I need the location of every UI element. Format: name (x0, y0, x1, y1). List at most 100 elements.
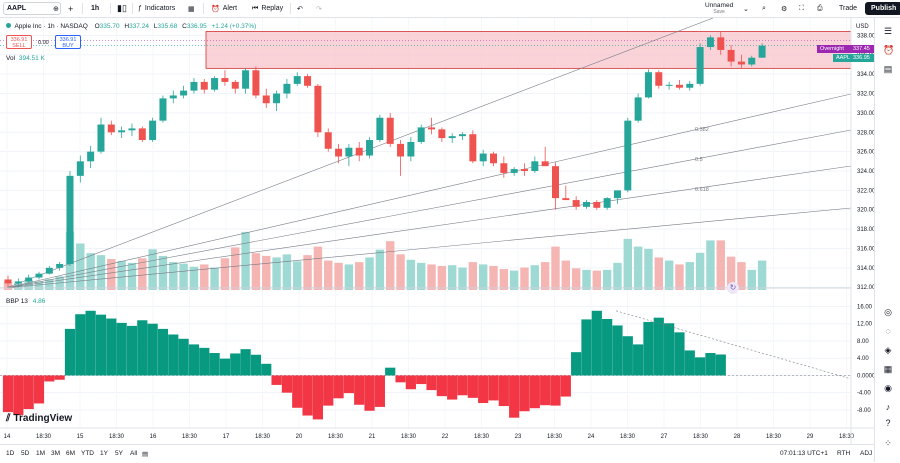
volume-bar (127, 262, 137, 290)
bbp-bar (281, 375, 293, 393)
range-button-ytd[interactable]: YTD (81, 450, 94, 457)
candle-body (25, 277, 33, 282)
quick-search-icon[interactable]: ⌕ (762, 4, 766, 12)
indicators-icon: ƒ (138, 5, 142, 12)
bbp-bar (95, 314, 107, 376)
range-button-5y[interactable]: 5Y (115, 450, 123, 457)
publish-button[interactable]: Publish (865, 2, 900, 15)
trade-button[interactable]: Trade (839, 5, 858, 12)
bbp-bar (540, 375, 551, 406)
bbp-bar (292, 375, 303, 408)
fullscreen-icon[interactable]: ⛶ (799, 4, 804, 12)
bbp-bar (405, 375, 416, 390)
streams-icon[interactable]: ◉ (884, 383, 892, 393)
range-button-1y[interactable]: 1Y (100, 450, 108, 457)
candle-body (428, 127, 436, 130)
indicator-tick-label: -4.00 (857, 391, 871, 397)
bbp-bar (85, 310, 96, 376)
data-window-icon[interactable]: ▤ (883, 64, 893, 74)
bbp-bar (457, 375, 468, 396)
replay-button[interactable]: ⏮ Replay (252, 0, 283, 17)
bbp-bar (664, 323, 675, 376)
add-symbol-icon[interactable]: + (68, 3, 74, 14)
layout-name-button[interactable]: Unnamed Save (705, 0, 733, 17)
tradingview-logo[interactable]: ⫽ TradingView (6, 413, 72, 424)
candles-icon[interactable]: ▮▯ (117, 3, 127, 13)
bbp-bar (240, 349, 251, 376)
help-icon[interactable]: ? (885, 418, 891, 428)
replay-icon: ⏮ (252, 4, 259, 12)
date-range-icon[interactable]: ▤ (142, 451, 149, 458)
volume-bar (613, 262, 622, 290)
watchlist-icon[interactable]: ☰ (883, 26, 893, 36)
session-button[interactable]: RTH (837, 450, 851, 457)
compare-icon[interactable]: ⊕ (53, 5, 59, 13)
range-button-3m[interactable]: 3M (51, 450, 61, 457)
candle-body (706, 37, 714, 48)
notifications-icon[interactable]: ♪ (885, 402, 891, 412)
alert-button[interactable]: ⏰ Alert (211, 0, 237, 17)
currency-label[interactable]: USD (856, 24, 869, 30)
legend-change: +1.24 (+0.37%) (211, 23, 257, 30)
templates-icon[interactable]: ▦ (188, 5, 195, 13)
bbp-bar (219, 358, 231, 376)
candle-body (675, 84, 683, 88)
volume-bar (571, 268, 581, 290)
fib-label: 0.5 (695, 157, 703, 163)
range-button-1m[interactable]: 1M (36, 450, 46, 457)
clock[interactable]: 07:01:13 UTC+1 (780, 450, 828, 457)
indicator-name: BBP 13 (6, 298, 28, 305)
symbol-search[interactable]: AAPL (3, 2, 61, 15)
divider (290, 3, 291, 14)
apps-icon[interactable]: ⁘ (884, 438, 892, 448)
volume-bar (644, 248, 653, 290)
camera-icon[interactable]: ⎙ (817, 4, 823, 12)
layers-icon[interactable]: ◈ (884, 345, 892, 355)
redo-icon[interactable]: ↷ (316, 5, 322, 13)
events-icon[interactable]: ↻ (727, 282, 739, 294)
interval-button[interactable]: 1h (91, 5, 100, 12)
bbp-bar (416, 375, 427, 385)
alerts-panel-icon[interactable]: ⏰ (883, 45, 895, 55)
range-button-6m[interactable]: 6M (66, 450, 76, 457)
bbp-bar (75, 314, 86, 376)
volume-bar (582, 269, 591, 290)
price-tick-label: 328.00 (857, 130, 874, 136)
ideas-icon[interactable]: ◌ (885, 326, 891, 336)
time-tick-label: 18:30 (547, 434, 563, 440)
volume-legend[interactable]: Vol 394.51 K (6, 55, 45, 62)
volume-bar (365, 257, 374, 290)
bbp-bar (395, 375, 406, 383)
tradingview-logo-icon: ⫽ (6, 413, 11, 424)
indicator-legend[interactable]: BBP 13 4.86 (6, 298, 45, 305)
range-button-1d[interactable]: 1D (6, 450, 15, 457)
calendar-icon[interactable]: ▦ (883, 364, 893, 374)
layout-dropdown-icon[interactable]: ⌄ (743, 5, 749, 13)
range-button-all[interactable]: All (130, 450, 138, 457)
candle-body (231, 81, 239, 89)
bbp-bar (643, 321, 654, 376)
range-button-5d[interactable]: 5D (21, 450, 30, 457)
adj-button[interactable]: ADJ (860, 450, 873, 457)
buy-button[interactable]: 336.91 BUY (55, 35, 81, 49)
time-tick-label: 18:30 (766, 434, 782, 440)
settings-icon[interactable]: ⚙ (781, 5, 788, 13)
volume-bar (716, 240, 725, 290)
bbp-bar (23, 375, 34, 410)
legend-title[interactable]: Apple Inc · 1h · NASDAQ (14, 23, 88, 30)
candle-body (397, 143, 405, 157)
bbp-bar (2, 375, 14, 413)
indicator-tick-label: 4.00 (857, 356, 869, 362)
volume-bar (447, 265, 457, 290)
bbp-bar (250, 354, 262, 376)
target-icon[interactable]: ◎ (884, 307, 892, 317)
volume-bar (737, 262, 746, 290)
divider (203, 3, 204, 14)
replay-label: Replay (261, 5, 284, 12)
bbp-bar (106, 318, 117, 376)
undo-icon[interactable]: ↶ (297, 5, 303, 13)
price-tick-label: 318.00 (857, 227, 874, 233)
indicators-button[interactable]: ƒ Indicators (138, 0, 175, 17)
sell-button[interactable]: 336.91 SELL (6, 35, 32, 49)
